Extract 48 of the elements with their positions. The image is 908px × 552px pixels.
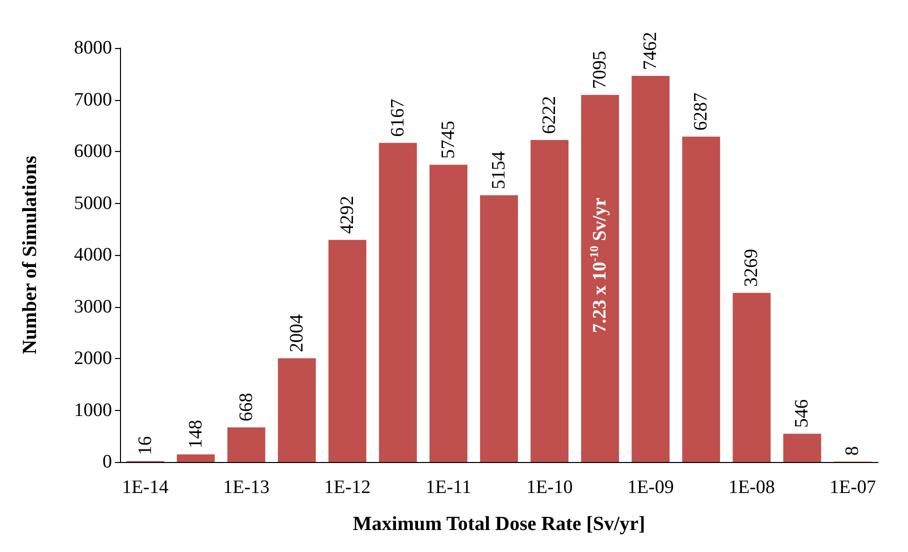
x-axis-title: Maximum Total Dose Rate [Sv/yr]	[352, 513, 646, 535]
y-tick-label: 2000	[74, 348, 112, 369]
x-tick-label: 1E-11	[426, 477, 472, 498]
bar	[783, 434, 822, 462]
bar	[176, 454, 215, 462]
bar	[227, 427, 266, 462]
data-label: 7462	[640, 32, 662, 70]
data-label: 6287	[690, 92, 712, 131]
y-tick-label: 1000	[74, 400, 112, 421]
x-tick-label: 1E-10	[526, 477, 573, 498]
data-label: 5154	[488, 150, 510, 190]
data-label: 7095	[590, 50, 611, 89]
data-label: 6167	[387, 98, 408, 137]
bar	[732, 292, 771, 462]
bar	[328, 240, 366, 462]
x-tick-label: 1E-07	[830, 477, 876, 498]
y-tick-label: 6000	[74, 141, 112, 162]
data-label: 8	[842, 446, 864, 456]
bar	[480, 195, 518, 462]
x-tick-label: 1E-14	[122, 477, 169, 498]
bar	[378, 142, 417, 462]
x-tick-label: 1E-12	[324, 477, 371, 498]
data-label: 16	[134, 436, 156, 456]
data-label: 546	[792, 399, 813, 428]
data-label: 2004	[286, 314, 308, 352]
bar	[682, 136, 720, 462]
y-tick-label: 8000	[74, 38, 112, 58]
bar	[530, 140, 568, 462]
annotation: 7.23 x 10-10 Sv/yr	[587, 197, 611, 333]
data-label: 5745	[438, 120, 459, 159]
y-tick-label: 4000	[74, 244, 112, 266]
data-label: 6222	[539, 96, 560, 134]
bar	[581, 94, 620, 462]
x-tick-label: 1E-08	[728, 477, 775, 498]
data-label: 4292	[336, 196, 358, 234]
y-axis-title: Number of Simulations	[19, 156, 41, 354]
bar	[632, 76, 670, 462]
y-tick-label: 7000	[74, 89, 112, 110]
bar	[278, 358, 316, 462]
data-label: 3269	[741, 248, 762, 287]
y-tick-label: 5000	[74, 192, 112, 214]
data-label: 148	[185, 420, 206, 448]
bar	[430, 164, 468, 462]
y-tick-label: 0	[102, 452, 112, 472]
data-label: 668	[236, 392, 257, 422]
y-tick-label: 3000	[74, 296, 112, 318]
x-tick-label: 1E-13	[223, 477, 270, 498]
x-tick-label: 1E-09	[627, 477, 674, 498]
